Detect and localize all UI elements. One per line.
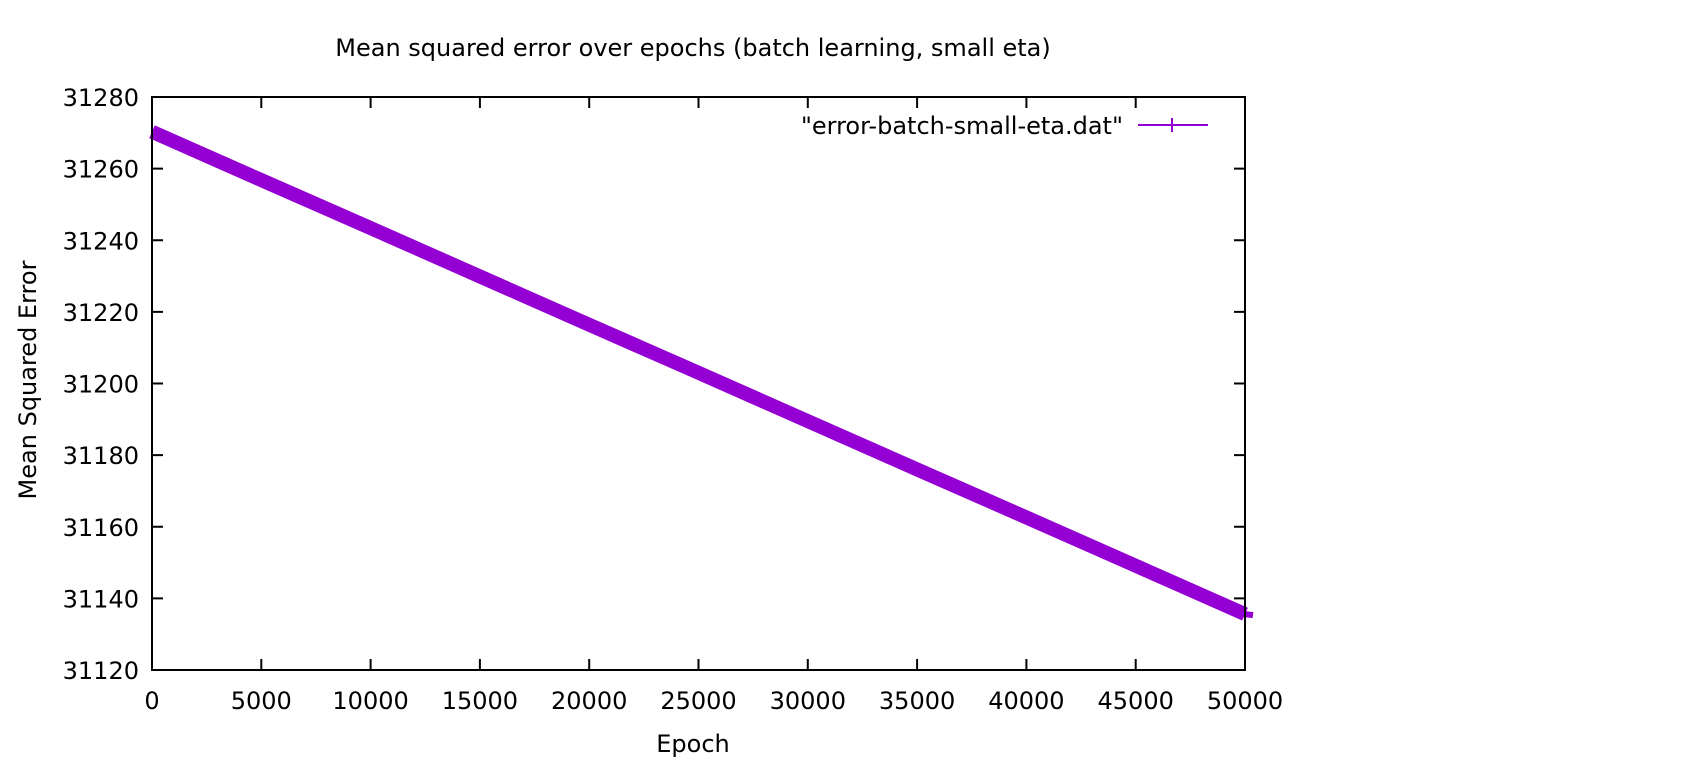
legend-marker-icon [1165, 118, 1179, 132]
y-tick-label: 31240 [63, 227, 139, 255]
x-tick-label: 40000 [988, 687, 1064, 715]
x-tick-label: 0 [144, 687, 159, 715]
x-axis: 0 5000 10000 15000 20000 25000 30000 35000 40000… [144, 97, 1283, 715]
chart-title: Mean squared error over epochs (batch le… [335, 34, 1050, 62]
y-tick-label: 31120 [63, 657, 139, 685]
y-tick-label: 31160 [63, 514, 139, 542]
x-tick-label: 35000 [879, 687, 955, 715]
x-tick-label: 50000 [1207, 687, 1283, 715]
y-tick-label: 31180 [63, 442, 139, 470]
x-tick-label: 45000 [1098, 687, 1174, 715]
y-axis-label: Mean Squared Error [14, 260, 42, 499]
series-end-marker [1244, 611, 1254, 619]
plot-frame [151, 96, 1246, 671]
y-tick-label: 31220 [63, 299, 139, 327]
x-tick-label: 20000 [551, 687, 627, 715]
series-line [149, 125, 1248, 621]
legend: "error-batch-small-eta.dat" [801, 112, 1208, 140]
x-tick-label: 5000 [231, 687, 292, 715]
y-tick-label: 31140 [63, 585, 139, 613]
x-tick-label: 10000 [332, 687, 408, 715]
y-tick-label: 31280 [63, 84, 139, 112]
series-layer [149, 125, 1254, 621]
x-axis-label: Epoch [656, 730, 730, 758]
x-tick-label: 25000 [660, 687, 736, 715]
y-tick-label: 31260 [63, 156, 139, 184]
x-tick-label: 15000 [442, 687, 518, 715]
legend-label: "error-batch-small-eta.dat" [801, 112, 1123, 140]
x-tick-label: 30000 [770, 687, 846, 715]
y-tick-label: 31200 [63, 371, 139, 399]
